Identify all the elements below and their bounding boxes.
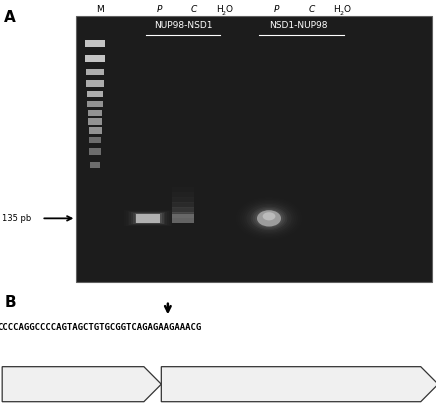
Bar (172, 187, 194, 198)
Bar (89, 127, 102, 134)
Text: 135 pb: 135 pb (2, 214, 31, 223)
Ellipse shape (257, 210, 281, 227)
Bar (124, 211, 172, 226)
Text: C: C (191, 5, 197, 14)
Bar (86, 69, 104, 75)
Bar (172, 214, 194, 223)
Bar (90, 162, 100, 168)
Ellipse shape (255, 209, 283, 227)
Text: 2: 2 (221, 11, 225, 16)
Text: A: A (4, 10, 16, 25)
Bar (129, 212, 167, 225)
Text: NSD1-NUP98: NSD1-NUP98 (269, 21, 328, 30)
Bar (136, 214, 160, 223)
Bar (135, 213, 162, 223)
Text: NUP98-NSD1: NUP98-NSD1 (154, 21, 212, 30)
Bar (87, 101, 103, 107)
Bar (89, 148, 101, 155)
Text: Exon 12 of NUP98: Exon 12 of NUP98 (30, 380, 102, 389)
Bar (85, 40, 105, 47)
Bar (127, 211, 169, 225)
Bar (88, 118, 102, 125)
Bar (172, 192, 194, 203)
Text: H: H (216, 5, 222, 14)
Bar (172, 207, 194, 218)
Text: Exon 5 of NSD1: Exon 5 of NSD1 (247, 380, 309, 389)
Bar (136, 214, 160, 223)
Bar (133, 213, 164, 224)
Text: P: P (274, 5, 279, 14)
Ellipse shape (253, 208, 285, 229)
Text: O: O (225, 5, 232, 14)
Ellipse shape (262, 212, 276, 220)
Text: CCCCAGGCCCCAGTAGCTGTGCGGTCAGAGAAGAAACG: CCCCAGGCCCCAGTAGCTGTGCGGTCAGAGAAGAAACG (0, 323, 202, 332)
Text: B: B (4, 295, 16, 309)
Text: O: O (343, 5, 350, 14)
Bar (88, 110, 102, 116)
Polygon shape (2, 367, 161, 402)
Bar (85, 55, 105, 62)
Text: 2: 2 (339, 11, 343, 16)
Text: M: M (96, 5, 104, 14)
Bar (126, 211, 170, 226)
Text: H: H (334, 5, 340, 14)
Bar (86, 80, 104, 87)
Bar (89, 137, 101, 143)
Ellipse shape (251, 206, 287, 230)
Text: P: P (157, 5, 162, 14)
Polygon shape (161, 367, 436, 402)
Bar (76, 16, 432, 282)
Bar (172, 197, 194, 208)
Bar (172, 212, 194, 223)
Bar (131, 212, 166, 225)
Bar (87, 91, 103, 97)
Bar (172, 202, 194, 213)
Text: C: C (309, 5, 315, 14)
